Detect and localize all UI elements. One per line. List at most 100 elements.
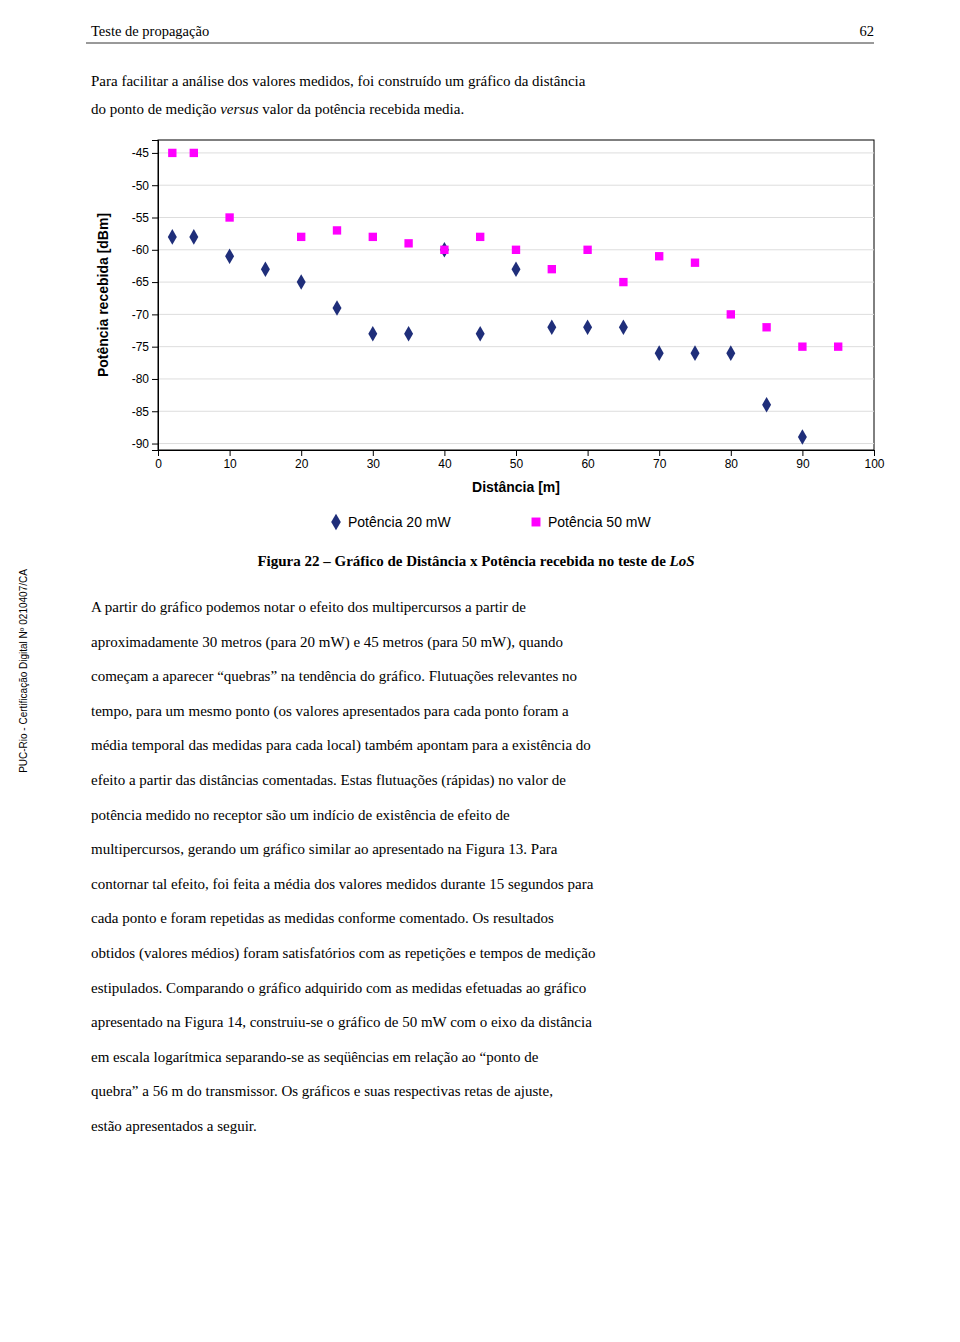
tick-mark: [230, 450, 231, 456]
point: [583, 320, 592, 336]
legend-label: Potência 20 mW: [348, 514, 451, 530]
point: [189, 229, 198, 245]
intro-line: do ponto de medição versus valor da potê…: [91, 101, 464, 117]
body-line: contornar tal efeito, foi feita a média …: [91, 876, 594, 892]
body-line: estipulados. Comparando o gráfico adquir…: [91, 980, 586, 996]
page: PUC-Rio - Certificação Digital Nº 021040…: [0, 0, 960, 1342]
tick-mark: [152, 411, 158, 412]
point: [691, 259, 699, 267]
tick-label: -60: [132, 243, 150, 257]
tick: -75: [132, 340, 158, 354]
tick: -65: [132, 275, 158, 289]
body-line: multipercursos, gerando um gráfico simil…: [91, 841, 558, 857]
body-line: estão apresentados a seguir.: [91, 1118, 257, 1134]
grid-line: [158, 185, 874, 186]
point: [583, 246, 591, 254]
point: [225, 213, 233, 221]
grid-line: [158, 378, 874, 379]
tick-mark: [152, 282, 158, 283]
tick-label: 90: [796, 457, 810, 471]
tick-label: -90: [132, 437, 150, 451]
y-axis-title: Potência recebida [dBm]: [95, 213, 111, 377]
tick-mark: [152, 444, 158, 445]
body-line: em escala logarítmica separando-se as se…: [91, 1049, 539, 1065]
header-left: Teste de propagação: [91, 23, 209, 39]
body-line: cada ponto e foram repetidas as medidas …: [91, 910, 554, 926]
header-right: 62: [860, 23, 875, 39]
point: [655, 345, 664, 361]
tick-mark: [588, 450, 589, 456]
body-line: apresentado na Figura 14, construiu-se o…: [91, 1014, 592, 1030]
tick-label: 20: [295, 457, 309, 471]
tick-label: 40: [438, 457, 452, 471]
tick-mark: [152, 185, 158, 186]
point: [548, 265, 556, 273]
y-axis: -45-50-55-60-65-70-75-80-85-90: [132, 141, 159, 451]
tick-label: -45: [132, 146, 150, 160]
tick: -90: [132, 437, 158, 451]
point: [619, 278, 627, 286]
tick-label: -65: [132, 275, 150, 289]
tick-mark: [152, 218, 158, 219]
x-axis: 0102030405060708090100: [155, 450, 885, 471]
tick: 40: [438, 450, 452, 471]
tick-mark: [731, 450, 732, 456]
tick-mark: [802, 450, 803, 456]
point: [225, 248, 234, 264]
tick-mark: [444, 450, 445, 456]
body-line: tempo, para um mesmo ponto (os valores a…: [91, 703, 569, 720]
tick-mark: [874, 450, 875, 456]
tick: 100: [864, 450, 884, 471]
point: [476, 326, 485, 342]
tick-mark: [659, 450, 660, 456]
body-line: aproximadamente 30 metros (para 20 mW) e…: [91, 634, 563, 651]
point: [369, 233, 377, 241]
legend: Potência 20 mWPotência 50 mW: [331, 514, 651, 531]
tick-mark: [152, 314, 158, 315]
grid-line: [158, 443, 874, 444]
point: [691, 345, 700, 361]
point: [297, 274, 306, 290]
tick-label: -50: [132, 179, 150, 193]
tick: 60: [581, 450, 595, 471]
chart: 0102030405060708090100-45-50-55-60-65-70…: [95, 140, 885, 495]
tick-label: 30: [367, 457, 381, 471]
grid: [158, 153, 874, 444]
point: [368, 326, 377, 342]
point: [619, 320, 628, 336]
point: [726, 345, 735, 361]
tick-mark: [152, 250, 158, 251]
body-line: quebra” a 56 m do transmissor. Os gráfic…: [91, 1083, 553, 1099]
tick-mark: [152, 347, 158, 348]
grid-line: [158, 152, 874, 153]
x-axis-title: Distância [m]: [472, 479, 560, 495]
tick: -50: [132, 179, 158, 193]
point: [762, 323, 770, 331]
point: [512, 261, 521, 277]
tick-label: 0: [155, 457, 162, 471]
tick-label: 100: [864, 457, 884, 471]
axis-line: [152, 141, 159, 451]
caption-segment: Figura 22 – Gráfico de Distância x Potên…: [257, 553, 669, 569]
body-line: potência medido no receptor são um indíc…: [91, 807, 510, 823]
tick-mark: [301, 450, 302, 456]
intro-line: Para facilitar a análise dos valores med…: [91, 73, 586, 89]
body-line: A partir do gráfico podemos notar o efei…: [91, 599, 526, 615]
tick-mark: [152, 153, 158, 154]
point: [476, 233, 484, 241]
tick: -45: [132, 146, 158, 160]
point: [297, 233, 305, 241]
tick: 90: [796, 450, 810, 471]
point: [834, 342, 842, 350]
point: [798, 429, 807, 445]
body-line: efeito a partir das distâncias comentada…: [91, 772, 566, 789]
point: [333, 226, 341, 234]
point: [440, 246, 448, 254]
tick-label: -80: [132, 372, 150, 386]
point: [168, 149, 176, 157]
point: [547, 320, 556, 336]
point: [440, 242, 449, 258]
body-line: começam a aparecer “quebras” na tendênci…: [91, 668, 577, 684]
tick-label: 10: [223, 457, 237, 471]
tick-label: -70: [132, 308, 150, 322]
